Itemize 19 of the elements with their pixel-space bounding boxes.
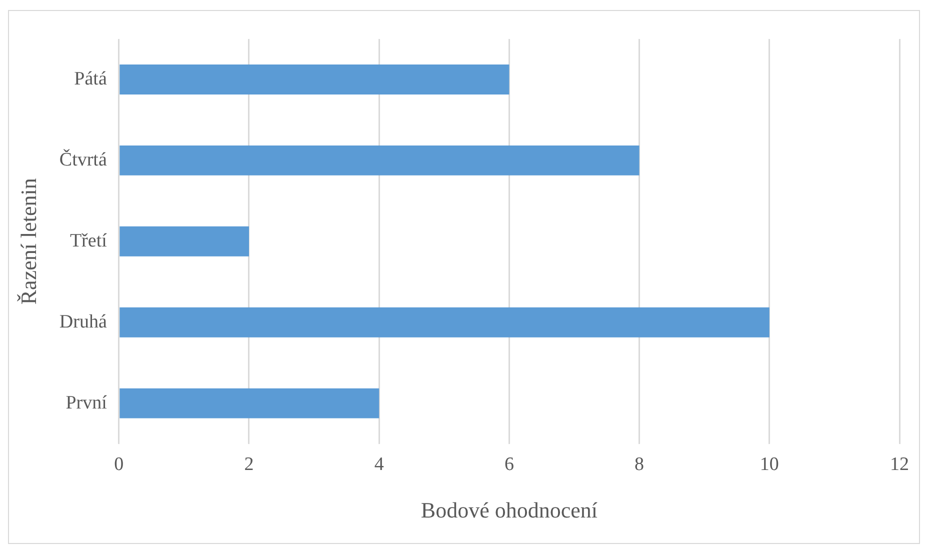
x-tick-label: 8 xyxy=(634,454,644,476)
bar xyxy=(120,307,770,338)
y-tick-label: Druhá xyxy=(59,311,108,332)
y-tick-label: Čtvrtá xyxy=(59,148,108,170)
y-tick-label: Pátá xyxy=(74,68,108,90)
x-tick-label: 10 xyxy=(760,454,779,476)
bar xyxy=(120,64,510,94)
y-tick-label: První xyxy=(66,392,108,414)
y-tick-label: Třetí xyxy=(70,230,108,252)
x-tick-label: 2 xyxy=(244,454,254,476)
x-tick-label: 6 xyxy=(504,454,514,476)
y-axis-title: Řazení letenin xyxy=(16,178,41,305)
bar xyxy=(120,145,640,176)
x-tick-label: 12 xyxy=(890,454,909,476)
x-tick-label: 4 xyxy=(374,454,384,476)
x-axis-title: Bodové ohodnocení xyxy=(420,498,598,523)
bar xyxy=(120,226,249,256)
bar xyxy=(120,388,380,418)
x-tick-label: 0 xyxy=(114,454,124,476)
